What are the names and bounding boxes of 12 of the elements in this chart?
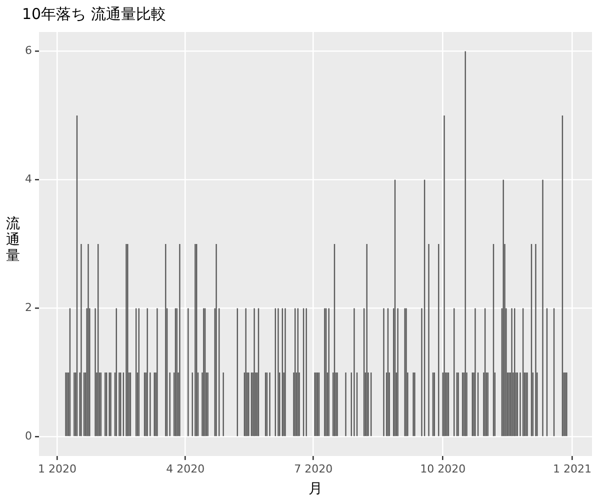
- x-tick-label: 7 2020: [294, 462, 333, 476]
- chart-title: 10年落ち 流通量比較: [22, 4, 166, 23]
- x-tick-label: 10 2020: [420, 462, 466, 476]
- y-axis-title: 流通量: [6, 216, 20, 264]
- x-tick-label: 4 2020: [166, 462, 205, 476]
- x-axis-title: 月: [308, 481, 322, 498]
- y-tick-label: 2: [25, 301, 32, 314]
- y-tick-label: 4: [25, 172, 32, 186]
- y-tick-label: 0: [25, 430, 32, 443]
- x-tick-label: 1 2020: [38, 462, 77, 476]
- y-tick-label: 6: [25, 44, 32, 58]
- x-tick-label: 1 2021: [553, 462, 592, 476]
